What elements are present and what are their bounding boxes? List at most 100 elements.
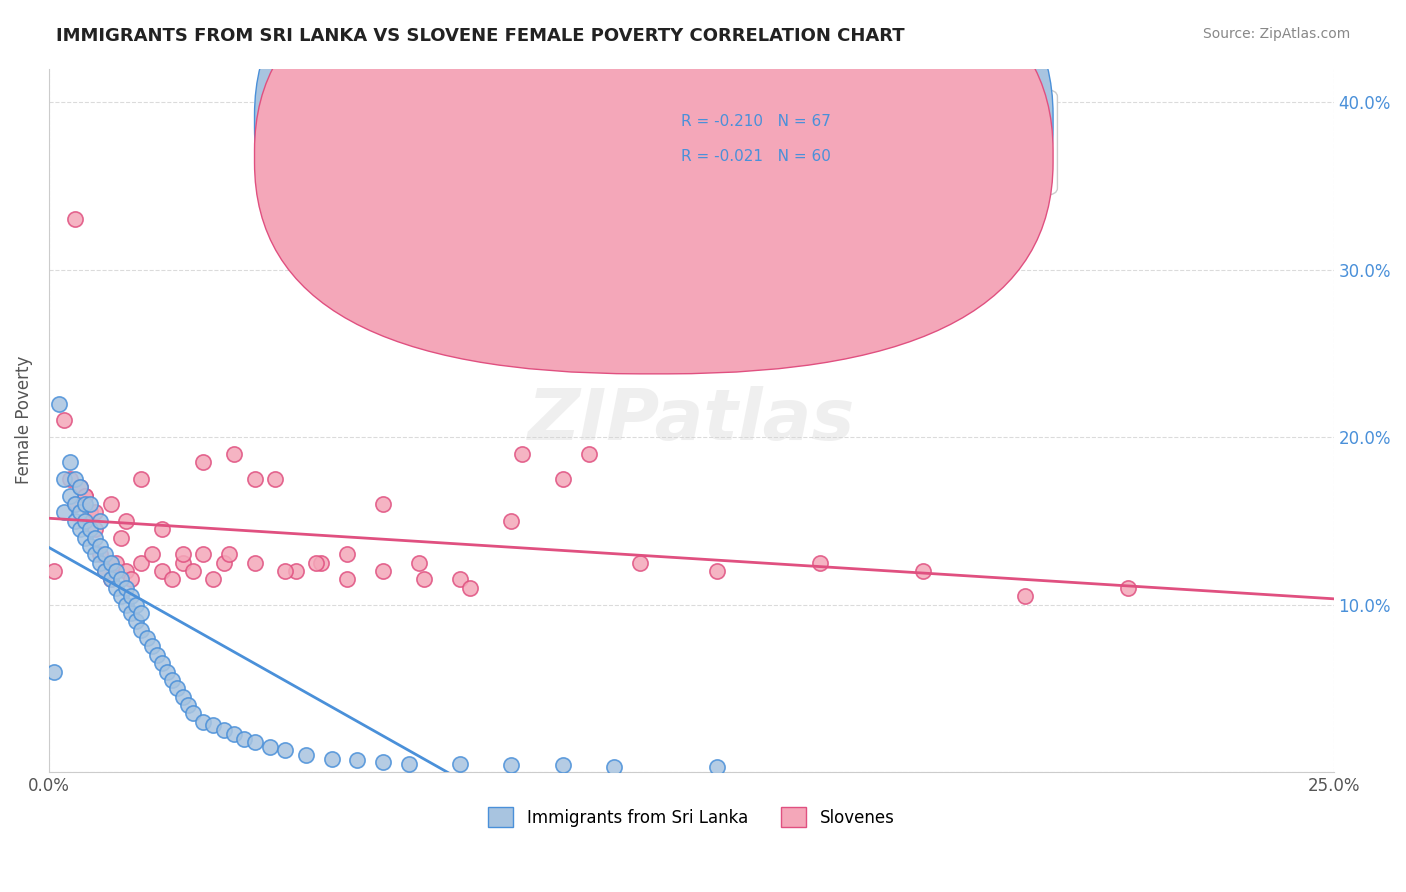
Point [115,598,138,612]
Point [311,556,333,570]
Point [408,556,430,570]
Point [100,573,122,587]
Point [69,480,91,494]
Point [243,735,266,749]
Point [413,573,436,587]
Point [110,573,132,587]
Point [156,665,179,679]
Point [53,472,76,486]
Point [603,760,626,774]
Point [63,212,86,227]
Point [73,489,96,503]
Point [212,556,235,570]
Text: IMMIGRANTS FROM SRI LANKA VS SLOVENE FEMALE POVERTY CORRELATION CHART: IMMIGRANTS FROM SRI LANKA VS SLOVENE FEM… [56,27,905,45]
Point [63,497,86,511]
Point [69,480,91,494]
Point [100,556,122,570]
Point [89,556,111,570]
Point [150,656,173,670]
Point [84,531,107,545]
Point [578,447,600,461]
Point [120,606,142,620]
Point [284,564,307,578]
Point [162,573,184,587]
Point [212,723,235,738]
Point [125,598,148,612]
Point [89,514,111,528]
Point [79,497,101,511]
Point [166,681,188,696]
Point [551,472,574,486]
Point [274,564,297,578]
Point [125,615,148,629]
Point [135,631,157,645]
Point [73,497,96,511]
Point [243,472,266,486]
Point [42,665,65,679]
Point [42,564,65,578]
Point [371,497,394,511]
Point [162,673,184,687]
Point [305,556,328,570]
Point [100,573,122,587]
Point [218,547,240,561]
Point [202,573,225,587]
Legend: Immigrants from Sri Lanka, Slovenes: Immigrants from Sri Lanka, Slovenes [482,800,901,834]
Point [295,748,318,763]
Point [110,589,132,603]
Point [53,413,76,427]
Point [449,573,471,587]
Point [172,547,194,561]
Text: R = -0.210   N = 67: R = -0.210 N = 67 [681,114,831,128]
Text: ZIPatlas: ZIPatlas [527,385,855,455]
Point [243,556,266,570]
Point [115,564,138,578]
Point [110,531,132,545]
Text: R = -0.021   N = 60: R = -0.021 N = 60 [681,149,831,164]
Point [141,640,163,654]
Point [58,472,80,486]
Point [58,489,80,503]
Point [100,497,122,511]
Point [628,556,651,570]
Point [172,690,194,704]
Point [510,447,533,461]
Text: Source: ZipAtlas.com: Source: ZipAtlas.com [1202,27,1350,41]
Point [104,564,127,578]
Point [89,539,111,553]
Point [115,581,138,595]
Point [264,472,287,486]
Point [84,522,107,536]
Point [150,564,173,578]
Point [336,547,359,561]
Point [172,556,194,570]
Point [131,472,153,486]
Point [53,505,76,519]
Point [202,718,225,732]
Point [48,396,70,410]
Point [706,760,728,774]
Point [73,514,96,528]
FancyBboxPatch shape [254,0,1053,374]
Point [321,752,343,766]
Point [460,581,482,595]
Y-axis label: Female Poverty: Female Poverty [15,356,32,484]
Point [398,756,420,771]
Point [94,564,117,578]
Point [181,706,204,721]
Point [63,472,86,486]
FancyBboxPatch shape [254,0,1053,339]
Point [501,758,523,772]
Point [89,547,111,561]
Point [131,623,153,637]
Point [69,505,91,519]
Point [449,756,471,771]
Point [115,514,138,528]
Point [191,547,214,561]
Point [141,547,163,561]
Point [222,726,245,740]
Point [79,539,101,553]
Point [1014,589,1036,603]
Point [551,758,574,772]
Point [120,589,142,603]
